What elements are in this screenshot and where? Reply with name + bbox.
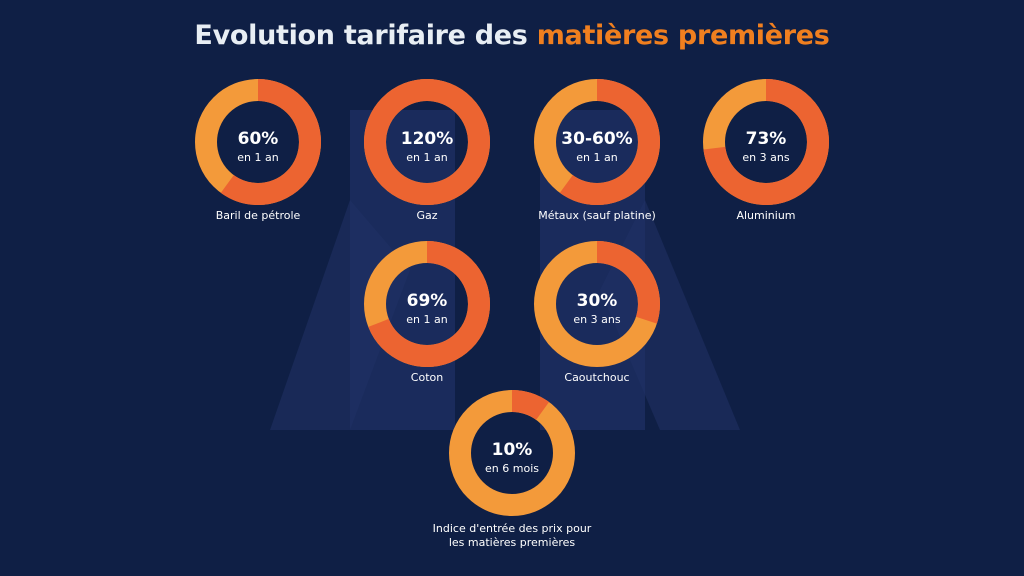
donut-value-label: 60% <box>238 129 279 149</box>
watermark-chevron-left <box>270 200 410 430</box>
donut-arc <box>534 79 660 205</box>
title-prefix: Evolution tarifaire des <box>194 20 537 51</box>
donut-arc <box>195 79 321 205</box>
donut-gaz: 120% en 1 an Gaz <box>364 79 490 222</box>
donut-category-label: Indice d'entrée des prix pour <box>433 522 592 535</box>
donut-arc <box>703 79 829 205</box>
donut-value-label: 30% <box>577 291 618 311</box>
donut-period-label: en 1 an <box>406 313 447 326</box>
donut-category-label: Aluminium <box>736 209 795 222</box>
donut-period-label: en 1 an <box>237 151 278 164</box>
donut-arc <box>449 390 575 516</box>
donut-value-label: 10% <box>492 440 533 460</box>
donut-period-label: en 1 an <box>406 151 447 164</box>
donut-indice-d-entree-des-prix-pour-les-matier: 10% en 6 mois Indice d'entrée des prix pou… <box>433 390 592 549</box>
donut-caoutchouc: 30% en 3 ans Caoutchouc <box>534 241 660 384</box>
donut-value-label: 73% <box>746 129 787 149</box>
donut-aluminium: 73% en 3 ans Aluminium <box>703 79 829 222</box>
donut-period-label: en 3 ans <box>573 313 620 326</box>
donut-arc <box>364 241 490 367</box>
donut-period-label: en 1 an <box>576 151 617 164</box>
donut-category-label: Métaux (sauf platine) <box>538 209 656 222</box>
donut-arc <box>534 241 660 367</box>
title-highlight: matières premières <box>536 20 830 51</box>
donut-coton: 69% en 1 an Coton <box>364 241 490 384</box>
page-title: Evolution tarifaire des matières premièr… <box>0 20 1024 51</box>
donut-value-label: 69% <box>407 291 448 311</box>
donut-group: 60% en 1 an Baril de pétrole 120% en 1 an Gaz… <box>195 79 829 549</box>
donut-metaux-sauf-platine: 30-60% en 1 an Métaux (sauf platine) <box>534 79 660 222</box>
donut-category-label: Gaz <box>416 209 437 222</box>
donut-category-label-line2: les matières premières <box>449 536 576 549</box>
donut-category-label: Coton <box>411 371 443 384</box>
donut-value-label: 120% <box>401 129 454 149</box>
logo-watermark <box>270 110 740 430</box>
donut-category-label: Baril de pétrole <box>216 209 301 222</box>
donut-period-label: en 6 mois <box>485 462 539 475</box>
donut-period-label: en 3 ans <box>742 151 789 164</box>
donut-baril-de-petrole: 60% en 1 an Baril de pétrole <box>195 79 321 222</box>
donut-arc <box>364 79 490 205</box>
donut-category-label: Caoutchouc <box>564 371 629 384</box>
donut-value-label: 30-60% <box>561 129 632 149</box>
